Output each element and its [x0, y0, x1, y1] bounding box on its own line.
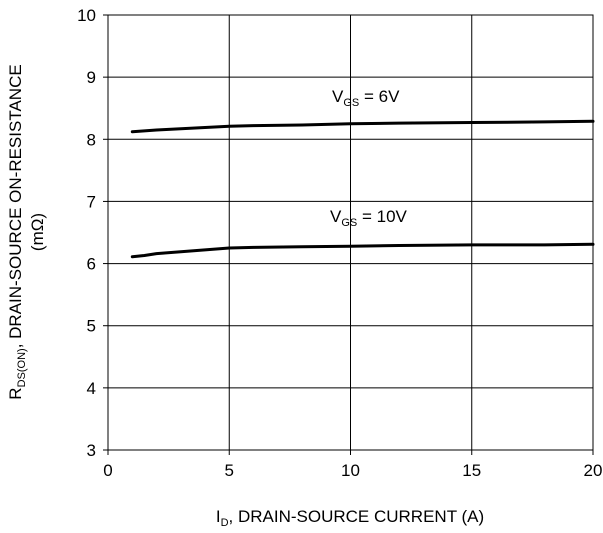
x-axis-label: ID, DRAIN-SOURCE CURRENT (A)	[216, 507, 484, 529]
x-tick-label: 20	[584, 461, 603, 480]
y-tick-label: 6	[87, 255, 96, 274]
series-label-main: V	[330, 207, 342, 226]
series-label-0: VGS = 6V	[332, 87, 400, 109]
series-line-1	[130, 242, 595, 259]
x-tick-label: 0	[103, 461, 112, 480]
series-label-1: VGS = 10V	[330, 207, 408, 229]
x-tick-label: 10	[341, 461, 360, 480]
y-axis-unit-label: (mΩ)	[28, 213, 47, 251]
series-label-sub: GS	[343, 97, 359, 109]
grid-vertical-lines	[228, 15, 473, 450]
grid-horizontal-lines	[108, 76, 593, 389]
series-label-sub: GS	[341, 217, 357, 229]
series-lines	[130, 119, 595, 259]
y-axis-label: RDS(ON), DRAIN-SOURCE ON-RESISTANCE	[6, 64, 28, 399]
y-tick-label: 10	[77, 6, 96, 25]
y-tick-label: 5	[87, 317, 96, 336]
y-tick-label: 4	[87, 379, 96, 398]
x-tick-label: 15	[462, 461, 481, 480]
series-label-main: V	[332, 87, 344, 106]
series-label-rest: = 6V	[359, 87, 400, 106]
series-line-0	[130, 119, 595, 134]
series-label-rest: = 10V	[357, 207, 407, 226]
y-tick-label: 7	[87, 192, 96, 211]
y-tick-label: 9	[87, 68, 96, 87]
y-tick-label: 3	[87, 441, 96, 460]
x-axis-ticks: 0 5 10 15 20	[103, 450, 602, 480]
y-tick-label: 8	[87, 130, 96, 149]
y-axis-ticks: 3 4 5 6 7 8 9 10	[77, 6, 108, 460]
x-tick-label: 5	[225, 461, 234, 480]
